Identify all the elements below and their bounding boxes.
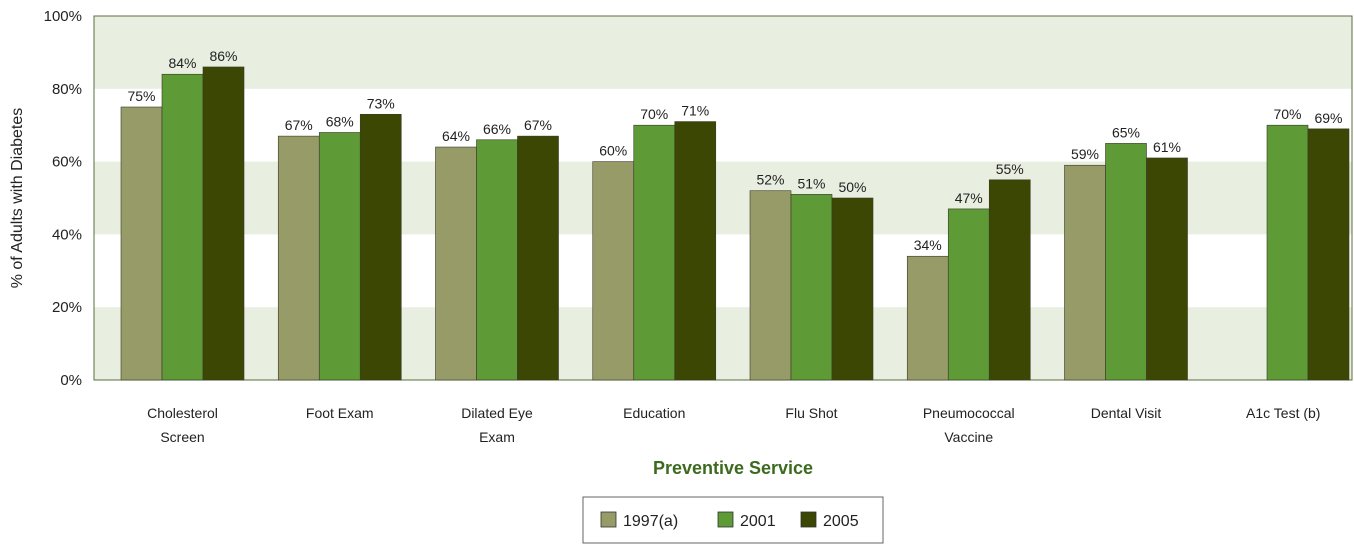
data-label: 75% xyxy=(127,88,155,104)
data-label: 69% xyxy=(1314,110,1342,126)
grid-band xyxy=(94,16,1352,89)
y-tick-label: 100% xyxy=(44,8,82,25)
bar xyxy=(947,208,990,381)
x-tick-label: Pneumococcal xyxy=(923,405,1015,421)
bar xyxy=(790,194,833,381)
data-label: 86% xyxy=(209,48,237,64)
bar xyxy=(592,161,635,381)
bar xyxy=(674,121,717,381)
legend-label: 2005 xyxy=(823,513,859,530)
legend-swatch xyxy=(800,511,817,528)
data-label: 66% xyxy=(483,121,511,137)
legend: 1997(a) 2001 2005 xyxy=(582,496,884,544)
x-axis-title: Preventive Service xyxy=(653,458,813,478)
y-tick-label: 40% xyxy=(52,226,82,243)
x-tick-label: Exam xyxy=(479,429,515,445)
x-tick-label: A1c Test (b) xyxy=(1246,405,1320,421)
data-label: 67% xyxy=(524,117,552,133)
bar xyxy=(1307,128,1350,381)
x-tick-label: Screen xyxy=(160,429,204,445)
x-tick-label: Dental Visit xyxy=(1091,405,1162,421)
bar xyxy=(1105,143,1147,381)
data-label: 64% xyxy=(442,128,470,144)
x-tick-label: Vaccine xyxy=(944,429,993,445)
bar xyxy=(988,179,1031,381)
data-label: 73% xyxy=(367,95,395,111)
data-label: 71% xyxy=(681,103,709,119)
data-label: 70% xyxy=(640,106,668,122)
data-label: 70% xyxy=(1273,106,1301,122)
legend-swatch xyxy=(600,511,617,528)
data-label: 34% xyxy=(914,237,942,253)
bar xyxy=(277,135,320,381)
data-label: 84% xyxy=(168,55,196,71)
y-axis-title: % of Adults with Diabetes xyxy=(9,108,26,289)
data-label: 68% xyxy=(326,113,354,129)
bar xyxy=(359,113,402,381)
bar xyxy=(749,190,792,381)
x-axis: Cholesterol Screen Foot Exam Dilated Eye Exa… xyxy=(147,405,1320,445)
y-tick-label: 0% xyxy=(60,372,82,389)
data-label: 47% xyxy=(955,190,983,206)
x-tick-label: Flu Shot xyxy=(785,405,837,421)
bar xyxy=(633,124,676,381)
bar xyxy=(1064,164,1106,381)
y-tick-label: 80% xyxy=(52,81,82,98)
bar xyxy=(435,146,477,381)
data-label: 59% xyxy=(1071,146,1099,162)
bar xyxy=(517,135,559,381)
bar xyxy=(120,106,163,381)
x-tick-label: Education xyxy=(623,405,685,421)
bar xyxy=(318,132,361,381)
bar xyxy=(161,73,204,381)
legend-label: 2001 xyxy=(740,513,776,530)
bars xyxy=(120,66,1350,381)
bar xyxy=(476,139,518,381)
x-tick-label: Dilated Eye xyxy=(461,405,533,421)
bar xyxy=(906,255,949,381)
value-labels: 75% 84% 86% 67% 68% 73% 64% 66% 67% 60% 70% 71% 52% 5… xyxy=(127,48,1342,253)
data-label: 50% xyxy=(838,179,866,195)
x-tick-label: Foot Exam xyxy=(306,405,374,421)
data-label: 61% xyxy=(1153,139,1181,155)
bar xyxy=(831,197,874,381)
data-label: 60% xyxy=(599,143,627,159)
legend-label: 1997(a) xyxy=(623,513,678,530)
data-label: 51% xyxy=(797,175,825,191)
y-tick-label: 60% xyxy=(52,154,82,171)
y-tick-label: 20% xyxy=(52,299,82,316)
x-tick-label: Cholesterol xyxy=(147,405,218,421)
y-axis: 0% 20% 40% 60% 80% 100% xyxy=(44,8,82,389)
data-label: 67% xyxy=(285,117,313,133)
data-label: 65% xyxy=(1112,124,1140,140)
data-label: 55% xyxy=(996,161,1024,177)
legend-swatch xyxy=(717,511,734,528)
plot-frame xyxy=(93,15,1353,381)
data-label: 52% xyxy=(756,172,784,188)
bar xyxy=(1146,157,1188,381)
bar xyxy=(202,66,245,381)
bar xyxy=(1266,124,1309,381)
